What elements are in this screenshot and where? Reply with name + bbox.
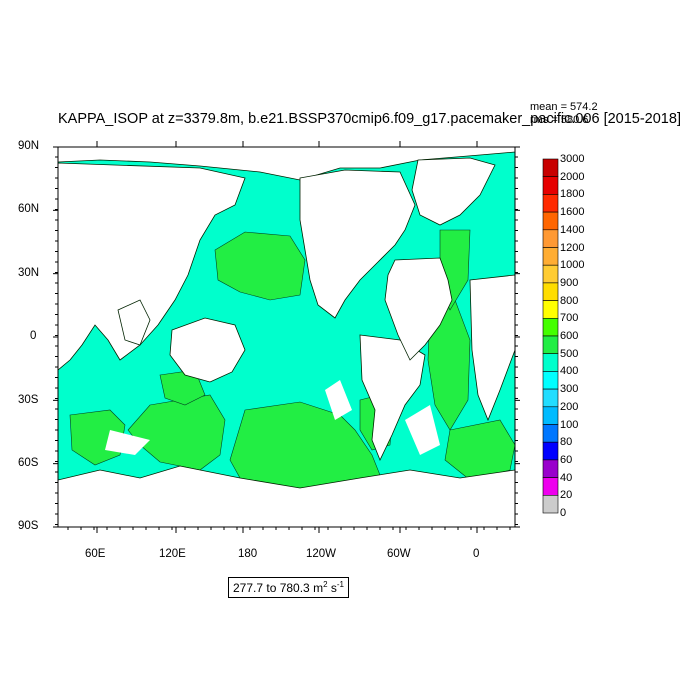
legend-label: 60 <box>560 453 573 466</box>
lon-label-60e: 60E <box>85 548 106 560</box>
australia-land <box>169 317 246 383</box>
eurasia-land <box>58 162 246 371</box>
range-exponent-2: -1 <box>336 580 344 589</box>
color-legend <box>542 158 559 514</box>
legend-label: 700 <box>560 312 579 325</box>
legend-swatch <box>542 264 559 284</box>
legend-label: 200 <box>560 400 579 413</box>
legend-swatch <box>542 335 559 355</box>
legend-swatch <box>542 194 559 213</box>
arctic-land <box>58 147 515 181</box>
legend-swatch <box>542 371 559 390</box>
legend-label: 600 <box>560 330 579 342</box>
plot-title: KAPPA_ISOP at z=3379.8m, b.e21.BSSP370cm… <box>58 111 681 127</box>
legend-label: 40 <box>560 471 573 484</box>
legend-label: 0 <box>560 507 567 519</box>
africa-land <box>384 257 453 361</box>
legend-label: 400 <box>560 365 579 378</box>
india-land <box>117 299 151 346</box>
lon-label-120w: 120W <box>306 548 337 560</box>
legend-swatch <box>542 176 559 195</box>
legend-label: 1600 <box>560 206 585 219</box>
legend-swatch <box>542 406 559 425</box>
legend-swatch <box>542 494 559 514</box>
legend-swatch <box>542 459 559 478</box>
legend-label: 1000 <box>560 259 585 272</box>
legend-label: 20 <box>560 489 573 502</box>
legend-swatch <box>542 477 559 496</box>
map-ticks <box>53 141 520 533</box>
legend-label: 80 <box>560 436 573 449</box>
legend-swatch <box>542 300 559 319</box>
legend-swatch <box>542 229 559 248</box>
lat-label-90s: 90S <box>18 520 39 532</box>
ridge-white-3 <box>325 380 352 420</box>
lat-label-60n: 60N <box>18 203 40 215</box>
west-indian-green-patch <box>69 409 126 466</box>
lat-label-0: 0 <box>30 330 37 342</box>
rms-label: rms = 580.6 <box>530 114 589 126</box>
legend-swatch <box>542 282 559 301</box>
legend-label: 3000 <box>560 153 585 165</box>
legend-label: 2000 <box>560 170 585 183</box>
lon-label-0: 0 <box>473 548 480 560</box>
north-america-land <box>299 169 416 319</box>
legend-label: 800 <box>560 294 579 307</box>
range-unit-mid: s <box>327 581 337 595</box>
lon-label-60w: 60W <box>387 548 411 560</box>
legend-swatch <box>542 353 559 372</box>
lat-label-90n: 90N <box>18 140 40 152</box>
legend-label: 1200 <box>560 241 585 254</box>
lat-label-60s: 60S <box>18 457 39 469</box>
lat-label-30s: 30S <box>18 394 39 406</box>
range-text: 277.7 to 780.3 m <box>233 581 324 595</box>
africa-south-land <box>469 274 515 422</box>
legend-label: 1800 <box>560 188 585 201</box>
range-label-box: 277.7 to 780.3 m2 s-1 <box>228 577 349 598</box>
mean-label: mean = 574.2 <box>530 101 598 113</box>
lon-label-180: 180 <box>238 548 258 560</box>
legend-label: 900 <box>560 276 579 289</box>
range-exponent-1: 2 <box>323 580 328 589</box>
legend-swatch <box>542 211 559 231</box>
north-pacific-green-patch <box>214 231 306 301</box>
legend-label: 300 <box>560 383 579 396</box>
legend-label: 100 <box>560 418 579 431</box>
ridge-white-2 <box>405 405 440 455</box>
legend-swatch <box>542 441 559 461</box>
lat-label-30n: 30N <box>18 267 40 279</box>
east-atlantic-green-patch <box>427 299 471 431</box>
legend-swatch <box>542 388 559 408</box>
legend-label: 500 <box>560 347 579 360</box>
south-pacific-east-green-patch <box>444 419 515 481</box>
legend-swatch <box>542 317 559 337</box>
legend-swatch <box>542 158 559 178</box>
legend-swatch <box>542 424 559 443</box>
ridge-white-1 <box>105 430 150 455</box>
antarctica-land <box>58 465 515 527</box>
legend-swatch <box>542 247 559 266</box>
lon-label-120e: 120E <box>159 548 186 560</box>
map-field <box>58 147 515 527</box>
legend-label: 1400 <box>560 223 585 236</box>
greenland-land <box>411 157 496 226</box>
